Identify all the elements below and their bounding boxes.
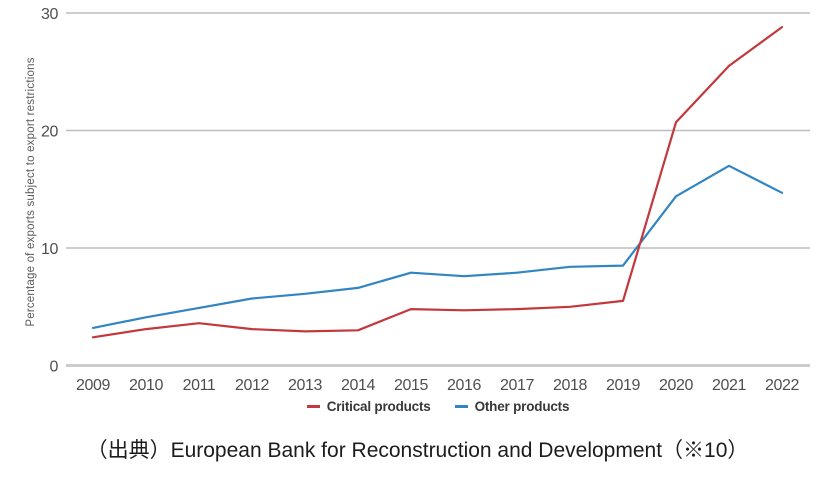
line-chart-plot: 0 10 20 30 2009 2010 2011 2012 2013 2014 2015 2016 2… bbox=[41, 6, 810, 394]
x-tick-label: 2018 bbox=[553, 377, 587, 394]
legend-dash-critical-icon bbox=[306, 405, 320, 408]
x-tick-label: 2011 bbox=[183, 377, 216, 394]
x-tick-label: 2009 bbox=[76, 377, 110, 394]
x-tick-label: 2022 bbox=[765, 377, 799, 394]
x-tick-label: 2021 bbox=[712, 377, 746, 394]
series-line-other-products bbox=[91, 164, 784, 329]
series-line-critical-products bbox=[91, 26, 784, 339]
y-tick-label: 0 bbox=[50, 359, 59, 376]
x-tick-label: 2012 bbox=[235, 377, 269, 394]
y-tick-label: 30 bbox=[41, 6, 58, 23]
x-tick-label: 2014 bbox=[341, 377, 375, 394]
x-tick-label: 2015 bbox=[394, 377, 428, 394]
x-tick-label: 2010 bbox=[129, 377, 163, 394]
legend-label-other-products: Other products bbox=[474, 399, 570, 414]
chart-legend: Critical products Other products bbox=[66, 399, 810, 414]
x-tick-label: 2013 bbox=[288, 377, 322, 394]
x-tick-label: 2019 bbox=[606, 377, 640, 394]
x-tick-label: 2020 bbox=[659, 377, 693, 394]
y-tick-label: 10 bbox=[41, 241, 58, 258]
source-caption: （出典）European Bank for Reconstruction and… bbox=[86, 439, 749, 462]
x-tick-label: 2017 bbox=[500, 377, 534, 394]
legend-item-other-products: Other products bbox=[454, 399, 570, 414]
y-tick-label: 20 bbox=[41, 124, 58, 141]
legend-label-critical-products: Critical products bbox=[326, 399, 431, 414]
legend-item-critical-products: Critical products bbox=[306, 399, 431, 414]
x-tick-label: 2016 bbox=[447, 377, 481, 394]
legend-dash-other-icon bbox=[454, 405, 468, 408]
